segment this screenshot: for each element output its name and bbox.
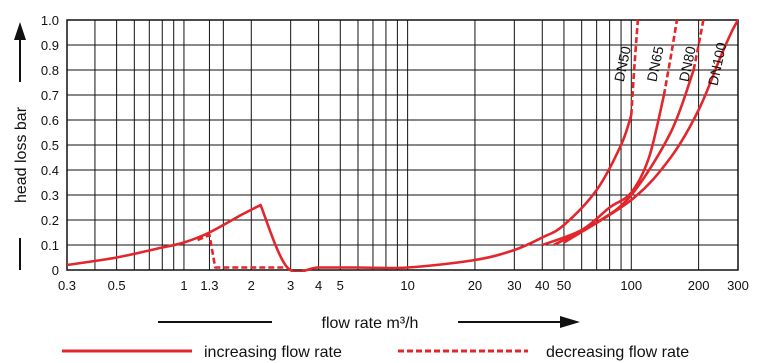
x-tick-label: 1.3 xyxy=(200,278,218,293)
tick-labels: 0 0.1 0.2 0.3 0.4 0.5 0.6 0.7 0.8 0.9 1.0 0.3 0.5 1 1.… xyxy=(41,13,749,293)
x-tick-label: 50 xyxy=(557,278,571,293)
y-axis-label: head loss bar xyxy=(13,106,30,203)
plot-border xyxy=(66,19,739,271)
series-line-dn100-solid xyxy=(563,19,738,244)
legend-label-increasing: increasing flow rate xyxy=(204,344,342,361)
x-tick-label: 3 xyxy=(287,278,294,293)
legend-label-decreasing: decreasing flow rate xyxy=(546,344,689,361)
series-line-dn65-dashed xyxy=(662,19,679,96)
x-tick-label: 300 xyxy=(727,278,749,293)
y-tick-label: 1.0 xyxy=(41,13,59,28)
x-tick-label: 0.3 xyxy=(58,278,76,293)
x-arrow-head xyxy=(560,316,580,328)
y-tick-label: 0.7 xyxy=(41,88,59,103)
y-tick-label: 0.3 xyxy=(41,188,59,203)
legend: increasing flow rate decreasing flow rat… xyxy=(62,344,689,361)
series-line-dn80-solid xyxy=(553,69,695,247)
series-label-dn50: DN50 xyxy=(611,45,634,84)
y-arrow-head xyxy=(14,22,26,40)
series-line-main-solid xyxy=(67,114,633,272)
x-tick-label: 20 xyxy=(468,278,482,293)
grid xyxy=(67,20,738,270)
x-tick-label: 5 xyxy=(337,278,344,293)
x-axis-label-group: flow rate m³/h xyxy=(158,315,580,332)
x-tick-label: 100 xyxy=(620,278,642,293)
y-tick-label: 0.2 xyxy=(41,213,59,228)
y-tick-label: 0 xyxy=(52,263,59,278)
series-line-dn80-dashed xyxy=(692,19,705,71)
y-tick-label: 0.5 xyxy=(41,138,59,153)
series-label-dn80: DN80 xyxy=(676,45,699,84)
x-tick-label: 2 xyxy=(248,278,255,293)
x-tick-label: 40 xyxy=(535,278,549,293)
series-label-dn65: DN65 xyxy=(644,45,667,84)
y-axis-label-group: head loss bar xyxy=(13,22,30,270)
y-tick-label: 0.1 xyxy=(41,238,59,253)
series-label-dn100: DN100 xyxy=(705,41,730,87)
series-line-main-dashed xyxy=(197,233,288,269)
x-tick-label: 0.5 xyxy=(108,278,126,293)
x-tick-label: 4 xyxy=(315,278,322,293)
x-tick-label: 200 xyxy=(688,278,710,293)
y-tick-label: 0.6 xyxy=(41,113,59,128)
x-axis-label: flow rate m³/h xyxy=(322,315,419,332)
series-layer xyxy=(67,19,738,272)
x-tick-label: 30 xyxy=(507,278,521,293)
x-tick-label: 1 xyxy=(180,278,187,293)
series-line-dn50-dashed xyxy=(629,19,640,116)
plot-frame xyxy=(66,19,739,271)
y-tick-label: 0.8 xyxy=(41,63,59,78)
x-tick-label: 10 xyxy=(400,278,414,293)
y-tick-label: 0.4 xyxy=(41,163,59,178)
y-tick-label: 0.9 xyxy=(41,38,59,53)
